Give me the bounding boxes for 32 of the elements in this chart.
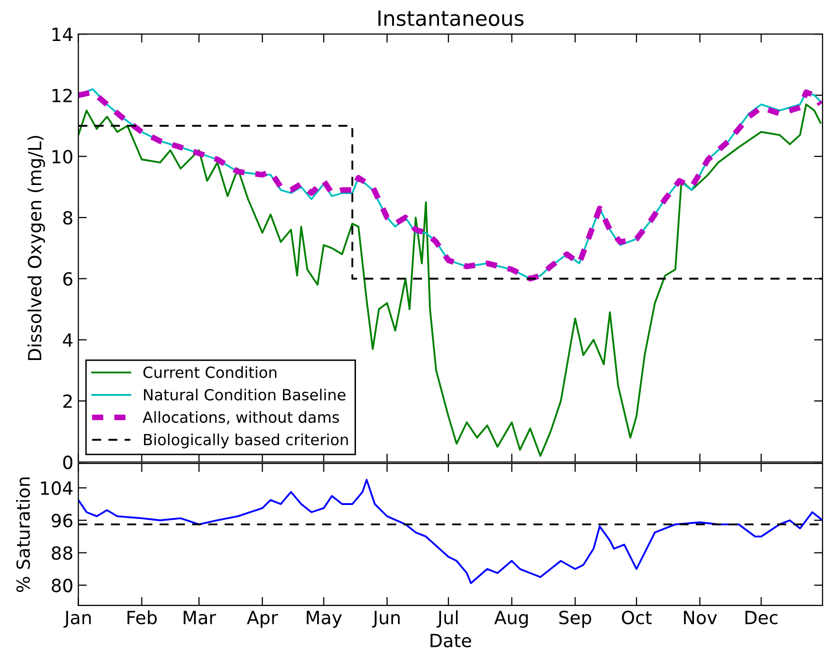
y-tick-label: 14	[52, 28, 72, 41]
y-tick-label: 80	[52, 578, 72, 592]
x-tick-label: Jun	[372, 610, 400, 628]
x-tick-label: Oct	[622, 610, 652, 624]
x-axis-title: Date	[430, 634, 472, 648]
x-tick-label: Jan	[64, 610, 91, 628]
legend-label: Biologically based criterion	[144, 434, 348, 448]
y-tick-label: 88	[52, 546, 72, 560]
x-tick-label: Aug	[494, 610, 528, 628]
y-tick-label: 8	[63, 210, 72, 225]
y-tick-label: 12	[52, 88, 72, 102]
x-tick-label: Apr	[246, 610, 278, 628]
y-tick-label: 6	[63, 272, 72, 286]
legend-label: Natural Condition Baseline	[144, 388, 346, 401]
y-tick-label: 0	[63, 456, 72, 470]
y-tick-label: 96	[52, 514, 72, 528]
legend-label: Allocations, without dams	[142, 411, 339, 424]
y-tick-label: 10	[52, 150, 72, 164]
x-tick-label: May	[306, 610, 342, 628]
y-axis-title: % Saturation	[16, 478, 30, 592]
x-tick-label: Jul	[436, 610, 458, 628]
x-tick-label: Sep	[559, 610, 592, 628]
x-tick-label: Nov	[684, 610, 717, 624]
x-tick-label: Mar	[184, 610, 216, 624]
y-tick-label: 104	[41, 481, 72, 495]
chart-title: Instantaneous	[378, 10, 524, 26]
y-tick-label: 4	[62, 333, 72, 347]
x-tick-label: Dec	[745, 610, 778, 624]
y-axis-title: Dissolved Oxygen (mg/L)	[28, 136, 45, 360]
legend-label: Current Condition	[143, 366, 276, 378]
x-tick-label: Feb	[128, 610, 157, 624]
y-tick-label: 2	[63, 394, 72, 408]
